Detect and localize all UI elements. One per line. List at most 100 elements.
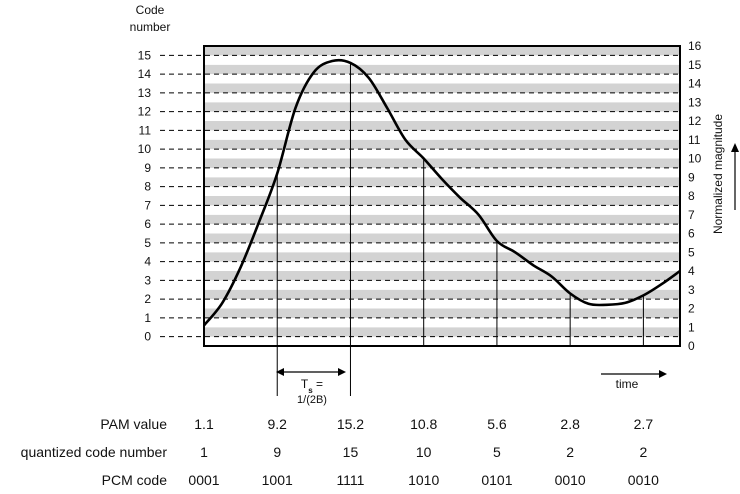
row-value: 10: [416, 444, 432, 460]
left-tick-label: 10: [138, 142, 152, 156]
ts-annotation: Ts = 1/(2B): [276, 368, 346, 406]
right-tick-label: 4: [688, 264, 695, 278]
row-value: 15.2: [337, 416, 364, 432]
left-tick-label: 6: [144, 217, 151, 231]
row-value: 9: [273, 444, 281, 460]
row-value: 5.6: [487, 416, 507, 432]
quantization-band: [204, 92, 680, 103]
quantization-band: [204, 149, 680, 159]
right-tick-label: 8: [688, 189, 695, 203]
time-arrow-icon: [659, 370, 667, 378]
left-tick-label: 2: [144, 292, 151, 306]
row-value: 15: [343, 444, 359, 460]
row-value: 1010: [408, 472, 439, 488]
ts-arrow-left-icon: [276, 368, 284, 376]
row-value: 1.1: [194, 416, 214, 432]
ts-label: Ts =: [301, 377, 323, 395]
row-value: 2: [566, 444, 574, 460]
quantization-band: [204, 271, 680, 281]
quantization-band: [204, 83, 680, 93]
row-value: 0001: [188, 472, 219, 488]
quantization-band: [204, 102, 680, 112]
left-tick-label: 15: [138, 48, 152, 62]
analog-signal-curve: [202, 58, 681, 327]
right-tick-label: 11: [688, 133, 701, 147]
left-tick-label: 1: [144, 311, 151, 325]
right-tick-label: 6: [688, 227, 695, 241]
quantization-gridlines: [160, 54, 680, 338]
row-value: 1001: [262, 472, 293, 488]
quantization-band: [204, 46, 680, 56]
quantization-band: [204, 158, 680, 168]
quantization-band: [204, 130, 680, 140]
right-tick-label: 12: [688, 114, 702, 128]
right-tick-label: 16: [688, 39, 702, 53]
quantization-band: [204, 224, 680, 234]
left-tick-label: 9: [144, 161, 151, 175]
row-value: 10.8: [410, 416, 437, 432]
left-tick-label: 7: [144, 198, 151, 212]
quantization-band: [204, 121, 680, 131]
quantization-band: [204, 299, 680, 309]
quantization-bands: [204, 46, 680, 346]
quantization-band: [204, 214, 680, 225]
quantization-band: [204, 289, 680, 300]
row-title: PCM code: [102, 472, 168, 488]
right-tick-label: 15: [688, 58, 702, 72]
row-value: 0101: [481, 472, 512, 488]
right-tick-label: 9: [688, 170, 695, 184]
quantization-band: [204, 233, 680, 243]
quantization-band: [204, 317, 680, 328]
row-title: PAM value: [100, 416, 167, 432]
row-value: 2.7: [634, 416, 654, 432]
row-title: quantized code number: [21, 444, 168, 460]
left-tick-label: 14: [138, 67, 152, 81]
right-tick-label: 3: [688, 283, 695, 297]
quantization-band: [204, 327, 680, 337]
sample-lines: [276, 62, 644, 396]
row-value: 0010: [628, 472, 659, 488]
quantization-band: [204, 64, 680, 75]
quantization-band: [204, 186, 680, 196]
up-arrow-icon: [731, 143, 739, 152]
row-value: 0010: [555, 472, 586, 488]
right-tick-label: 0: [688, 339, 695, 353]
quantization-band: [204, 252, 680, 262]
left-tick-label: 5: [144, 236, 151, 250]
time-annotation: time: [601, 370, 667, 391]
right-tick-label: 5: [688, 245, 695, 259]
row-value: 1111: [336, 472, 364, 488]
sample-table: PAM value 1.1 9.2 15.2 10.8 5.6 2.8 2.7 quantize…: [21, 416, 659, 488]
quantization-band: [204, 55, 680, 65]
quantization-band: [204, 308, 680, 318]
right-tick-label: 10: [688, 152, 702, 166]
left-tick-label: 12: [138, 105, 152, 119]
row-value: 5: [493, 444, 501, 460]
quantization-band: [204, 139, 680, 150]
right-tick-label: 1: [688, 320, 695, 334]
quantization-band: [204, 261, 680, 271]
right-axis-title: Normalized magnitude: [711, 114, 725, 234]
quantization-band: [204, 167, 680, 178]
right-tick-label: 7: [688, 208, 695, 222]
left-tick-label: 4: [144, 255, 151, 269]
right-tick-label: 13: [688, 95, 702, 109]
left-tick-label: 11: [139, 123, 152, 137]
left-axis-title-line-2: number: [130, 20, 171, 34]
left-tick-label: 8: [144, 180, 151, 194]
plot-frame: [203, 45, 681, 347]
quantization-band: [204, 280, 680, 290]
row-value: 9.2: [267, 416, 287, 432]
right-axis: Normalized magnitude 0123456789101112131…: [688, 39, 739, 353]
row-value: 2: [639, 444, 647, 460]
quantization-band: [204, 74, 680, 84]
quantization-band: [204, 177, 680, 187]
right-tick-label: 14: [688, 77, 702, 91]
left-tick-label: 0: [144, 330, 151, 344]
left-axis-title-line-1: Code: [136, 3, 165, 17]
ts-formula: 1/(2B): [297, 394, 327, 406]
right-tick-label: 2: [688, 302, 695, 316]
quantization-band: [204, 111, 680, 121]
quantization-band: [204, 336, 680, 346]
